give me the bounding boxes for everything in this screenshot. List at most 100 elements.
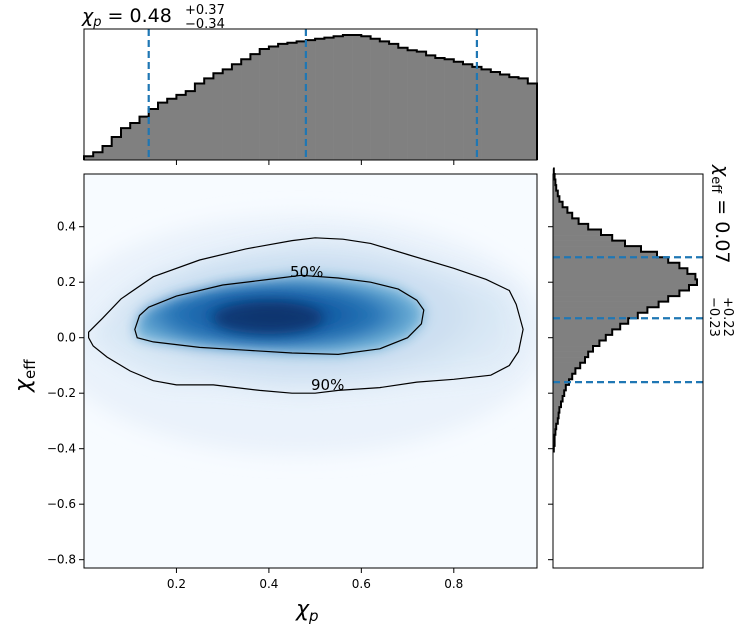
chi-p-tick-label: 0.4: [259, 577, 278, 591]
chi-p-tick-label: 0.6: [352, 577, 371, 591]
chi-eff-bin: [553, 340, 600, 347]
chi-p-bin: [204, 78, 214, 160]
chi-p-bin: [407, 50, 418, 160]
chi-eff-bin: [553, 357, 585, 363]
chi-eff-bin: [553, 185, 557, 191]
chi-eff-bin: [553, 407, 560, 413]
chi-p-bin: [176, 94, 186, 160]
chi-p-bin: [352, 35, 362, 160]
chi-eff-histogram: [552, 167, 698, 453]
chi-p-bin: [481, 69, 492, 160]
chi-eff-marginal-frame: [552, 173, 704, 569]
chi-eff-bin: [553, 307, 648, 314]
chi-p-bin: [185, 91, 196, 160]
chi-eff-bin: [553, 190, 558, 197]
chi-eff-bin: [553, 351, 589, 358]
contour-90: [88, 237, 524, 394]
chi-eff-bin: [553, 290, 680, 297]
chi-p-bin: [250, 54, 260, 160]
chi-eff-bin: [553, 362, 581, 369]
chi-eff-bin: [553, 395, 563, 402]
chi-eff-axis-ticks: −0.8 −0.6 −0.4 −0.2 0.0 0.2 0.4: [47, 220, 84, 567]
chi-p-bin: [194, 83, 205, 160]
chi-eff-bin: [553, 323, 621, 330]
chi-p-bin: [527, 83, 538, 160]
chi-p-marginal-panel: χp = 0.48 +0.37 −0.34: [81, 3, 538, 165]
chi-eff-bin: [553, 218, 579, 225]
chi-eff-axis-label: χeff: [11, 359, 39, 393]
chi-p-bin: [342, 35, 353, 160]
chi-eff-bin: [553, 412, 559, 419]
chi-p-bin: [444, 59, 455, 160]
chi-eff-bin: [553, 379, 569, 386]
chi-p-bin: [268, 46, 279, 160]
chi-p-axis-label: χp: [295, 597, 319, 625]
chi-eff-bin: [553, 284, 689, 291]
chi-eff-tick-label: −0.2: [47, 386, 76, 400]
chi-p-bin: [389, 43, 399, 160]
chi-eff-title-plus: +0.22: [720, 297, 735, 337]
chi-eff-bin: [553, 390, 565, 397]
chi-p-bin: [472, 66, 482, 160]
chi-p-bin: [398, 47, 408, 161]
chi-eff-bin: [553, 196, 560, 203]
chi-eff-histogram-outline: [552, 167, 698, 453]
chi-eff-bin: [553, 229, 601, 236]
chi-p-bin: [120, 128, 131, 160]
chi-eff-bin: [553, 429, 556, 436]
chi-p-bin: [241, 59, 251, 160]
chi-eff-tick-label: −0.6: [47, 497, 76, 511]
contour-50: [134, 274, 425, 356]
chi-p-bin: [509, 77, 519, 160]
chi-p-bin: [435, 57, 445, 160]
chi-eff-title-minus: −0.23: [706, 297, 721, 337]
chi-p-bin: [148, 108, 159, 160]
chi-eff-bin: [553, 201, 563, 208]
chi-eff-bin: [553, 251, 657, 258]
chi-p-bin: [315, 38, 325, 160]
chi-p-marginal-frame: [83, 28, 538, 161]
chi-eff-bin: [553, 212, 573, 219]
chi-eff-bin: [553, 329, 613, 336]
chi-eff-tick-label: 0.4: [57, 220, 76, 234]
chi-p-bin: [416, 51, 427, 160]
contour-50-label: 50%: [290, 263, 323, 281]
chi-eff-title-symbol: χ: [711, 164, 733, 177]
chi-eff-bin: [553, 318, 629, 325]
chi-eff-bin: [553, 384, 566, 391]
chi-p-axis-ticks: 0.2 0.4 0.6 0.8: [167, 568, 463, 591]
chi-p-title-plus: +0.37: [185, 3, 225, 18]
chi-eff-bin: [553, 346, 593, 352]
chi-p-bin: [102, 145, 113, 160]
chi-eff-marginal-ticks: [548, 226, 553, 561]
joint-density-panel: 50% 90% 0.2 0.4 0.6 0.8 −0.8 −0.6 −0.4 −0.2 0.0…: [11, 173, 538, 625]
chi-eff-tick-label: 0.0: [57, 331, 76, 345]
chi-eff-bin: [553, 334, 606, 341]
joint-density-frame: [83, 173, 538, 569]
chi-eff-title-value: = 0.07: [711, 193, 733, 263]
chi-eff-bin: [553, 207, 568, 214]
chi-p-title-sub: p: [92, 15, 101, 30]
chi-eff-quantile-lines: [553, 256, 703, 384]
chi-eff-bin: [553, 418, 558, 425]
chi-p-tick-label: 0.2: [167, 577, 186, 591]
chi-eff-bin: [553, 423, 557, 430]
chi-p-histogram: [83, 34, 538, 161]
chi-p-bin: [93, 152, 103, 160]
chi-eff-marginal-panel: χeff = 0.07 +0.22 −0.23: [548, 164, 735, 569]
chi-p-bin: [361, 36, 371, 160]
chi-p-bin: [296, 41, 307, 161]
chi-p-bin: [259, 49, 270, 161]
chi-p-bin: [518, 78, 529, 160]
chi-p-bin: [84, 156, 94, 160]
chi-eff-bin: [553, 240, 625, 247]
chi-p-bin: [463, 64, 473, 160]
chi-p-bin: [213, 73, 223, 160]
chi-p-tick-label: 0.8: [444, 577, 463, 591]
chi-p-marginal-ticks: [175, 160, 455, 165]
chi-eff-axis-symbol: χ: [11, 378, 36, 393]
chi-eff-axis-sub: eff: [21, 359, 39, 379]
chi-eff-bin: [553, 296, 669, 302]
chi-eff-bin: [553, 268, 688, 275]
